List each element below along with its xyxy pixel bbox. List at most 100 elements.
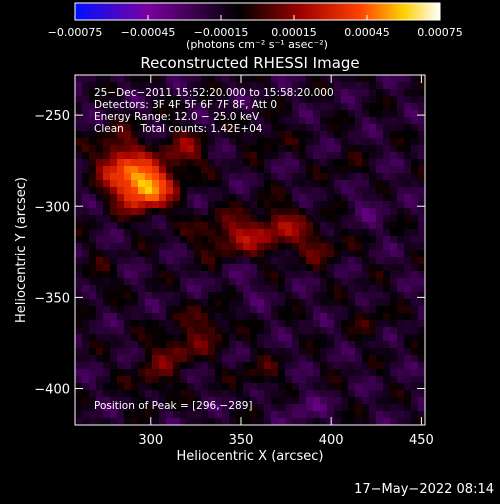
heatmap-cell [215,257,223,265]
heatmap-cell [383,110,391,118]
heatmap-cell [306,82,314,90]
heatmap-cell [292,208,300,216]
heatmap-cell [271,236,279,244]
heatmap-cell [418,292,426,300]
heatmap-cell [383,278,391,286]
heatmap-cell [285,215,293,223]
heatmap-cell [369,327,377,335]
heatmap-cell [215,250,223,258]
heatmap-cell [418,271,426,279]
heatmap-cell [152,320,160,328]
heatmap-cell [222,397,230,405]
heatmap-cell [124,348,132,356]
heatmap-cell [215,131,223,139]
heatmap-cell [348,362,356,370]
heatmap-cell [355,96,363,104]
heatmap-cell [201,236,209,244]
heatmap-cell [306,306,314,314]
heatmap-cell [376,236,384,244]
heatmap-cell [222,376,230,384]
heatmap-cell [89,117,97,125]
heatmap-cell [411,89,419,97]
heatmap-cell [369,404,377,412]
heatmap-cell [96,159,104,167]
heatmap-cell [348,313,356,321]
heatmap-cell [264,138,272,146]
heatmap-cell [208,187,216,195]
heatmap-cell [229,222,237,230]
heatmap-cell [257,257,265,265]
heatmap-cell [271,194,279,202]
heatmap-cell [376,383,384,391]
heatmap-cell [215,222,223,230]
heatmap-cell [418,327,426,335]
heatmap-cell [222,222,230,230]
heatmap-cell [243,411,251,419]
heatmap-cell [110,278,118,286]
heatmap-cell [355,250,363,258]
heatmap-cell [257,215,265,223]
heatmap-cell [334,285,342,293]
heatmap-cell [82,278,90,286]
heatmap-cell [236,348,244,356]
heatmap-cell [264,334,272,342]
heatmap-cell [117,320,125,328]
heatmap-cell [362,313,370,321]
heatmap-cell [320,236,328,244]
heatmap-cell [208,257,216,265]
heatmap-cell [215,110,223,118]
heatmap-cell [278,355,286,363]
heatmap-cell [264,390,272,398]
heatmap-cell [173,362,181,370]
heatmap-cell [215,292,223,300]
heatmap-cell [292,383,300,391]
heatmap-cell [159,250,167,258]
heatmap-cell [82,369,90,377]
heatmap-cell [124,96,132,104]
heatmap-cell [411,411,419,419]
heatmap-cell [187,383,195,391]
heatmap-cell [285,369,293,377]
heatmap-cell [313,173,321,181]
heatmap-cell [159,131,167,139]
heatmap-cell [313,124,321,132]
heatmap-cell [299,411,307,419]
heatmap-cell [355,131,363,139]
heatmap-cell [362,397,370,405]
heatmap-cell [229,348,237,356]
heatmap-cell [250,369,258,377]
heatmap-cell [138,362,146,370]
heatmap-cell [194,117,202,125]
heatmap-cell [131,180,139,188]
heatmap-cell [285,166,293,174]
heatmap-cell [355,383,363,391]
heatmap-cell [383,341,391,349]
heatmap-cell [124,145,132,153]
heatmap-cell [201,348,209,356]
heatmap-cell [334,411,342,419]
heatmap-cell [250,278,258,286]
heatmap-cell [355,229,363,237]
heatmap-cell [390,390,398,398]
heatmap-cell [138,236,146,244]
heatmap-cell [173,124,181,132]
heatmap-cell [320,159,328,167]
heatmap-cell [173,404,181,412]
heatmap-cell [187,243,195,251]
heatmap-cell [124,187,132,195]
heatmap-cell [334,404,342,412]
heatmap-cell [299,117,307,125]
heatmap-cell [215,376,223,384]
heatmap-cell [243,145,251,153]
heatmap-cell [110,180,118,188]
heatmap-cell [418,166,426,174]
heatmap-cell [418,383,426,391]
heatmap-cell [250,243,258,251]
heatmap-cell [222,320,230,328]
heatmap-cell [278,117,286,125]
heatmap-cell [390,236,398,244]
heatmap-cell [271,404,279,412]
heatmap-cell [369,271,377,279]
heatmap-cell [82,292,90,300]
heatmap-cell [313,369,321,377]
